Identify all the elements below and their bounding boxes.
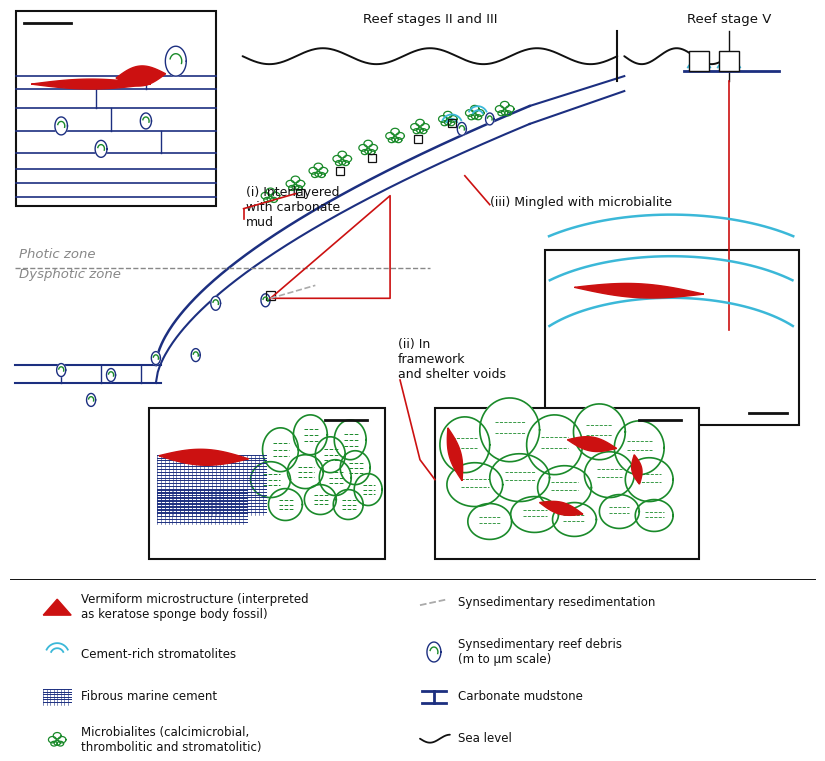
Polygon shape [31, 79, 151, 89]
Bar [414, 135, 422, 143]
Bar [296, 189, 304, 196]
Polygon shape [486, 113, 494, 125]
Polygon shape [95, 140, 107, 158]
Polygon shape [447, 428, 463, 481]
Bar [337, 167, 344, 175]
Bar [435, 408, 699, 559]
Polygon shape [440, 417, 490, 473]
Polygon shape [625, 457, 673, 501]
Bar [148, 408, 385, 559]
Polygon shape [574, 283, 704, 298]
Polygon shape [635, 499, 673, 531]
Text: Reef stages II and III: Reef stages II and III [363, 13, 497, 27]
Text: Reef stage V: Reef stage V [686, 13, 771, 27]
Text: (ii) In
framework
and shelter voids: (ii) In framework and shelter voids [398, 338, 506, 381]
Polygon shape [540, 501, 583, 515]
Polygon shape [151, 352, 160, 365]
Polygon shape [600, 495, 639, 528]
Polygon shape [319, 460, 351, 495]
Polygon shape [490, 454, 549, 501]
Bar [16, 11, 215, 205]
Polygon shape [140, 113, 152, 129]
Text: Synsedimentary resedimentation: Synsedimentary resedimentation [458, 596, 655, 609]
Polygon shape [457, 123, 466, 135]
Polygon shape [261, 294, 270, 307]
Polygon shape [427, 642, 441, 662]
Polygon shape [159, 449, 248, 465]
Text: Carbonate mudstone: Carbonate mudstone [458, 690, 582, 703]
Bar [266, 291, 275, 300]
Polygon shape [287, 455, 323, 489]
Polygon shape [584, 452, 634, 498]
Polygon shape [87, 393, 96, 406]
Polygon shape [315, 437, 345, 473]
Text: (i) Interlayered
with carbonate
mud: (i) Interlayered with carbonate mud [246, 186, 340, 229]
Polygon shape [116, 66, 166, 86]
Polygon shape [57, 364, 66, 377]
Polygon shape [511, 497, 559, 533]
Polygon shape [568, 437, 616, 451]
Polygon shape [468, 504, 512, 540]
Polygon shape [632, 455, 642, 484]
Polygon shape [251, 462, 290, 498]
Polygon shape [333, 489, 363, 520]
Polygon shape [334, 420, 366, 460]
Polygon shape [191, 349, 200, 361]
Text: Cement-rich stromatolites: Cement-rich stromatolites [81, 648, 236, 661]
Bar [689, 51, 709, 71]
Text: Vermiform microstructure (interpreted
as keratose sponge body fossil): Vermiform microstructure (interpreted as… [81, 593, 309, 621]
Text: (iii) Mingled with microbialite: (iii) Mingled with microbialite [490, 196, 672, 209]
Text: Sea level: Sea level [458, 732, 512, 745]
Text: Synsedimentary reef debris
(m to μm scale): Synsedimentary reef debris (m to μm scal… [458, 638, 622, 666]
Polygon shape [165, 46, 186, 76]
Polygon shape [354, 473, 382, 505]
Bar [368, 154, 376, 162]
Text: Photic zone: Photic zone [19, 248, 96, 262]
Polygon shape [294, 415, 328, 455]
Polygon shape [615, 421, 664, 475]
Bar [448, 119, 456, 127]
Polygon shape [526, 415, 582, 475]
Polygon shape [538, 466, 592, 510]
Polygon shape [480, 398, 540, 462]
Polygon shape [304, 485, 337, 514]
Polygon shape [106, 368, 116, 381]
Text: Dysphotic zone: Dysphotic zone [19, 269, 121, 282]
Polygon shape [262, 428, 299, 472]
Polygon shape [211, 296, 220, 310]
Polygon shape [447, 463, 502, 507]
Polygon shape [43, 599, 71, 615]
Bar [719, 51, 739, 71]
Text: Microbialites (calcimicrobial,
thrombolitic and stromatolitic): Microbialites (calcimicrobial, thromboli… [81, 726, 262, 753]
Text: Fibrous marine cement: Fibrous marine cement [81, 690, 217, 703]
Polygon shape [573, 404, 625, 460]
Polygon shape [553, 502, 596, 537]
Bar [544, 250, 799, 425]
Polygon shape [340, 451, 370, 485]
Polygon shape [268, 489, 303, 521]
Polygon shape [55, 117, 68, 135]
